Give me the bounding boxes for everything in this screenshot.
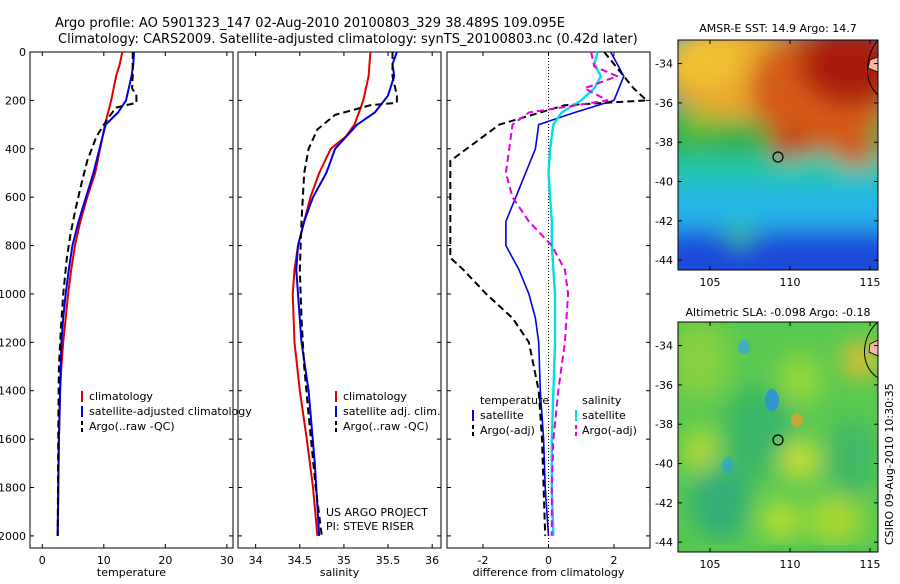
y-tick-label: 0: [19, 46, 26, 59]
series-line: [56, 51, 135, 536]
legend-entry: satellite: [582, 409, 626, 422]
sst-map-frame: [677, 39, 879, 271]
y-tick-label: 600: [5, 191, 26, 204]
x-tick-label: 115: [860, 276, 881, 289]
x-tick-label: 2: [610, 554, 617, 567]
y-tick-label: -40: [655, 458, 673, 471]
x-tick-label: 36: [425, 554, 439, 567]
sla-map-title: Altimetric SLA: -0.098 Argo: -0.18: [686, 306, 871, 319]
legend-entry: satellite: [480, 409, 524, 422]
x-tick-label: 110: [780, 276, 801, 289]
sla-map-panel: Altimetric SLA: -0.098 Argo: -0.18 105 11…: [655, 306, 880, 571]
legend-entry: Argo(..raw -QC): [89, 420, 175, 433]
y-tick-label: -40: [655, 176, 673, 189]
x-tick-label: 115: [860, 558, 881, 571]
sst-map-panel: AMSR-E SST: 14.9 Argo: 14.7 105 110 115 -34…: [655, 22, 881, 289]
legend-entry: Argo(-adj): [480, 424, 535, 437]
legend-entry: satellite-adjusted climatology: [89, 405, 252, 418]
x-tick-label: 20: [158, 554, 172, 567]
x-axis-label: temperature: [97, 566, 166, 579]
x-tick-label: 10: [97, 554, 111, 567]
y-tick-label: 1200: [0, 336, 26, 349]
x-tick-label: 0: [545, 554, 552, 567]
sla-map-frame: [677, 321, 879, 553]
legend-entry: Argo(-adj): [582, 424, 637, 437]
x-tick-label: 30: [220, 554, 234, 567]
plot-frame: [29, 51, 234, 549]
legend-entry: Argo(..raw -QC): [343, 420, 429, 433]
x-tick-label: 105: [700, 558, 721, 571]
y-tick-label: -42: [655, 497, 673, 510]
sla-map-image: [678, 322, 878, 552]
x-tick-label: 110: [780, 558, 801, 571]
series-line: [547, 51, 603, 536]
y-tick-label: 2000: [0, 530, 26, 543]
series-line: [295, 51, 398, 536]
series-line: [56, 52, 138, 536]
x-axis-label: difference from climatology: [473, 566, 625, 579]
y-tick-label: -38: [655, 136, 673, 149]
temperature-panel: 0 10 20 30 0 200 400 600 800 1000 1200 1400 1600 1800…: [0, 46, 252, 579]
sst-map-title: AMSR-E SST: 14.9 Argo: 14.7: [699, 22, 857, 35]
y-tick-label: 1000: [0, 288, 26, 301]
x-tick-label: 34.5: [288, 554, 313, 567]
x-tick-label: 0: [39, 554, 46, 567]
x-tick-label: 35: [337, 554, 351, 567]
y-tick-label: -36: [655, 379, 673, 392]
series-line: [505, 51, 625, 536]
series-line: [298, 52, 398, 537]
x-axis-label: salinity: [320, 566, 360, 579]
y-tick-label: -44: [655, 536, 673, 549]
y-tick-label: -34: [655, 58, 673, 71]
y-tick-label: -42: [655, 215, 673, 228]
y-tick-label: 800: [5, 240, 26, 253]
y-tick-label: 1600: [0, 433, 26, 446]
annotation: PI: STEVE RISER: [326, 520, 415, 533]
y-tick-label: -36: [655, 97, 673, 110]
x-tick-label: 105: [700, 276, 721, 289]
sst-map-ticks: 105 110 115 -34 -36 -38 -40 -42 -44: [655, 40, 881, 289]
series-line: [504, 51, 619, 536]
argo-location-marker: [772, 434, 784, 446]
plot-frame: [446, 51, 651, 549]
x-tick-label: -2: [478, 554, 489, 567]
series-line: [449, 51, 648, 536]
y-tick-label: -38: [655, 418, 673, 431]
y-tick-label: 1400: [0, 385, 26, 398]
csiro-stamp: CSIRO 09-Aug-2010 10:30:35: [883, 383, 896, 545]
sla-map-ticks: 105 110 115 -34 -36 -38 -40 -42 -44: [655, 322, 881, 571]
y-tick-label: 200: [5, 94, 26, 107]
legend-entry: climatology: [89, 390, 153, 403]
plot-frame: [237, 51, 442, 549]
argo-location-marker: [772, 151, 784, 163]
y-tick-label: -34: [655, 340, 673, 353]
annotation: US ARGO PROJECT: [326, 506, 428, 519]
series-line: [56, 51, 124, 536]
y-tick-label: 1800: [0, 482, 26, 495]
y-tick-label: 400: [5, 143, 26, 156]
x-tick-label: 35.5: [376, 554, 401, 567]
salinity-panel: 34 34.5 35 35.5 36 salinity climatology satelli…: [237, 51, 442, 579]
legend-entry: temperature: [480, 394, 549, 407]
legend-entry: satellite adj. clim.: [343, 405, 440, 418]
legend-entry: climatology: [343, 390, 407, 403]
header-line-2: Climatology: CARS2009. Satellite-adjuste…: [58, 32, 638, 47]
sst-map-image: [678, 40, 878, 270]
x-tick-label: 34: [249, 554, 263, 567]
y-tick-label: -44: [655, 254, 673, 267]
legend-entry: salinity: [582, 394, 622, 407]
header-line-1: Argo profile: AO 5901323_147 02-Aug-2010…: [55, 16, 565, 31]
